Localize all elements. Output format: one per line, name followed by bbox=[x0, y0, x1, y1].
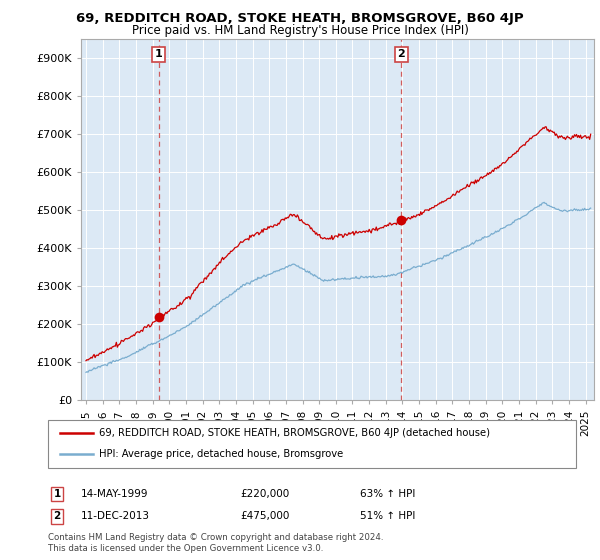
Text: 69, REDDITCH ROAD, STOKE HEATH, BROMSGROVE, B60 4JP: 69, REDDITCH ROAD, STOKE HEATH, BROMSGRO… bbox=[76, 12, 524, 25]
Text: £475,000: £475,000 bbox=[240, 511, 289, 521]
Text: 1: 1 bbox=[53, 489, 61, 499]
Text: HPI: Average price, detached house, Bromsgrove: HPI: Average price, detached house, Brom… bbox=[99, 449, 343, 459]
Text: 51% ↑ HPI: 51% ↑ HPI bbox=[360, 511, 415, 521]
Text: 69, REDDITCH ROAD, STOKE HEATH, BROMSGROVE, B60 4JP (detached house): 69, REDDITCH ROAD, STOKE HEATH, BROMSGRO… bbox=[99, 428, 490, 438]
Text: 11-DEC-2013: 11-DEC-2013 bbox=[81, 511, 150, 521]
Text: £220,000: £220,000 bbox=[240, 489, 289, 499]
Text: 63% ↑ HPI: 63% ↑ HPI bbox=[360, 489, 415, 499]
Text: Contains HM Land Registry data © Crown copyright and database right 2024.
This d: Contains HM Land Registry data © Crown c… bbox=[48, 534, 383, 553]
Text: Price paid vs. HM Land Registry's House Price Index (HPI): Price paid vs. HM Land Registry's House … bbox=[131, 24, 469, 36]
Text: 2: 2 bbox=[53, 511, 61, 521]
Text: 14-MAY-1999: 14-MAY-1999 bbox=[81, 489, 149, 499]
Text: 2: 2 bbox=[398, 49, 406, 59]
Text: 1: 1 bbox=[155, 49, 163, 59]
